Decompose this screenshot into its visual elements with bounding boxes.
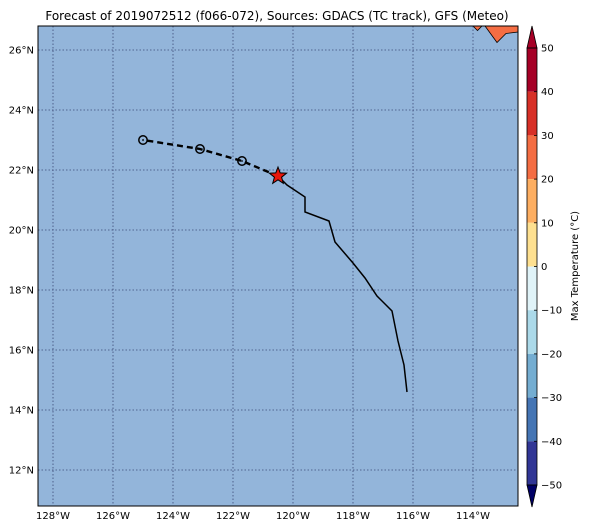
colorbar-band <box>527 91 537 136</box>
longitude-tick-label: 128°W <box>36 511 70 522</box>
forecast-position-center <box>241 160 243 162</box>
current-position-star <box>268 165 288 185</box>
colorbar-label: Max Temperature (°C) <box>570 211 581 321</box>
latitude-tick-label: 14°N <box>9 406 34 417</box>
latitude-tick-label: 12°N <box>9 466 34 477</box>
ocean-area <box>38 26 518 506</box>
longitude-tick-label: 124°W <box>156 511 190 522</box>
colorbar-tick-label: 20 <box>541 175 554 186</box>
colorbar: 50 40 30 20 10 0 −10 −20 −30 −40 −50 <box>526 25 562 508</box>
colorbar-band <box>527 397 537 442</box>
colorbar-band <box>527 353 537 398</box>
latitude-tick-label: 18°N <box>9 286 34 297</box>
map-panel <box>37 25 519 507</box>
colorbar-band <box>527 179 537 223</box>
latitude-tick-label: 26°N <box>9 46 34 57</box>
longitude-labels: 128°W 126°W 124°W 122°W 120°W 118°W 116°W 114°W <box>36 511 490 522</box>
latitude-tick-label: 24°N <box>9 106 34 117</box>
longitude-tick-label: 122°W <box>216 511 250 522</box>
colorbar-band <box>527 266 537 311</box>
forecast-position-marker <box>138 135 148 145</box>
colorbar-tick-label: 30 <box>541 131 554 142</box>
latitude-tick-label: 20°N <box>9 226 34 237</box>
land-shape <box>472 25 483 32</box>
colorbar-tick-label: 10 <box>541 218 554 229</box>
colorbar-tick-label: 0 <box>541 262 547 273</box>
longitude-tick-label: 126°W <box>96 511 130 522</box>
colorbar-under-extension <box>526 484 538 508</box>
colorbar-tick-label: −20 <box>541 349 562 360</box>
tc-track <box>138 135 408 393</box>
colorbar-band <box>527 48 537 92</box>
colorbar-over-extension <box>526 25 538 49</box>
figure-title: Forecast of 2019072512 (f066-072), Sourc… <box>45 9 508 23</box>
forecast-position-marker <box>195 144 205 154</box>
latitude-tick-label: 22°N <box>9 166 34 177</box>
forecast-position-center <box>199 148 201 150</box>
colorbar-tick-label: −50 <box>541 481 562 492</box>
colorbar-band <box>527 222 537 267</box>
latitude-tick-label: 16°N <box>9 346 34 357</box>
longitude-tick-label: 114°W <box>456 511 490 522</box>
past-track-line <box>277 175 408 393</box>
colorbar-tick-label: −40 <box>541 437 562 448</box>
longitude-tick-label: 116°W <box>396 511 430 522</box>
colorbar-tick-label: 50 <box>541 44 554 55</box>
longitude-tick-label: 118°W <box>336 511 370 522</box>
colorbar-tick-label: −10 <box>541 306 562 317</box>
colorbar-tick-label: 40 <box>541 87 554 98</box>
colorbar-band <box>527 135 537 180</box>
colorbar-band <box>527 441 537 485</box>
colorbar-tick-label: −30 <box>541 393 562 404</box>
graticule <box>38 26 518 506</box>
colorbar-band <box>527 310 537 354</box>
longitude-tick-label: 120°W <box>276 511 310 522</box>
latitude-labels: 26°N 24°N 22°N 20°N 18°N 16°N 14°N 12°N <box>9 46 34 477</box>
map-frame <box>37 25 519 507</box>
forecast-position-center <box>142 139 144 141</box>
forecast-track-line <box>142 138 279 178</box>
forecast-position-marker <box>237 156 247 166</box>
